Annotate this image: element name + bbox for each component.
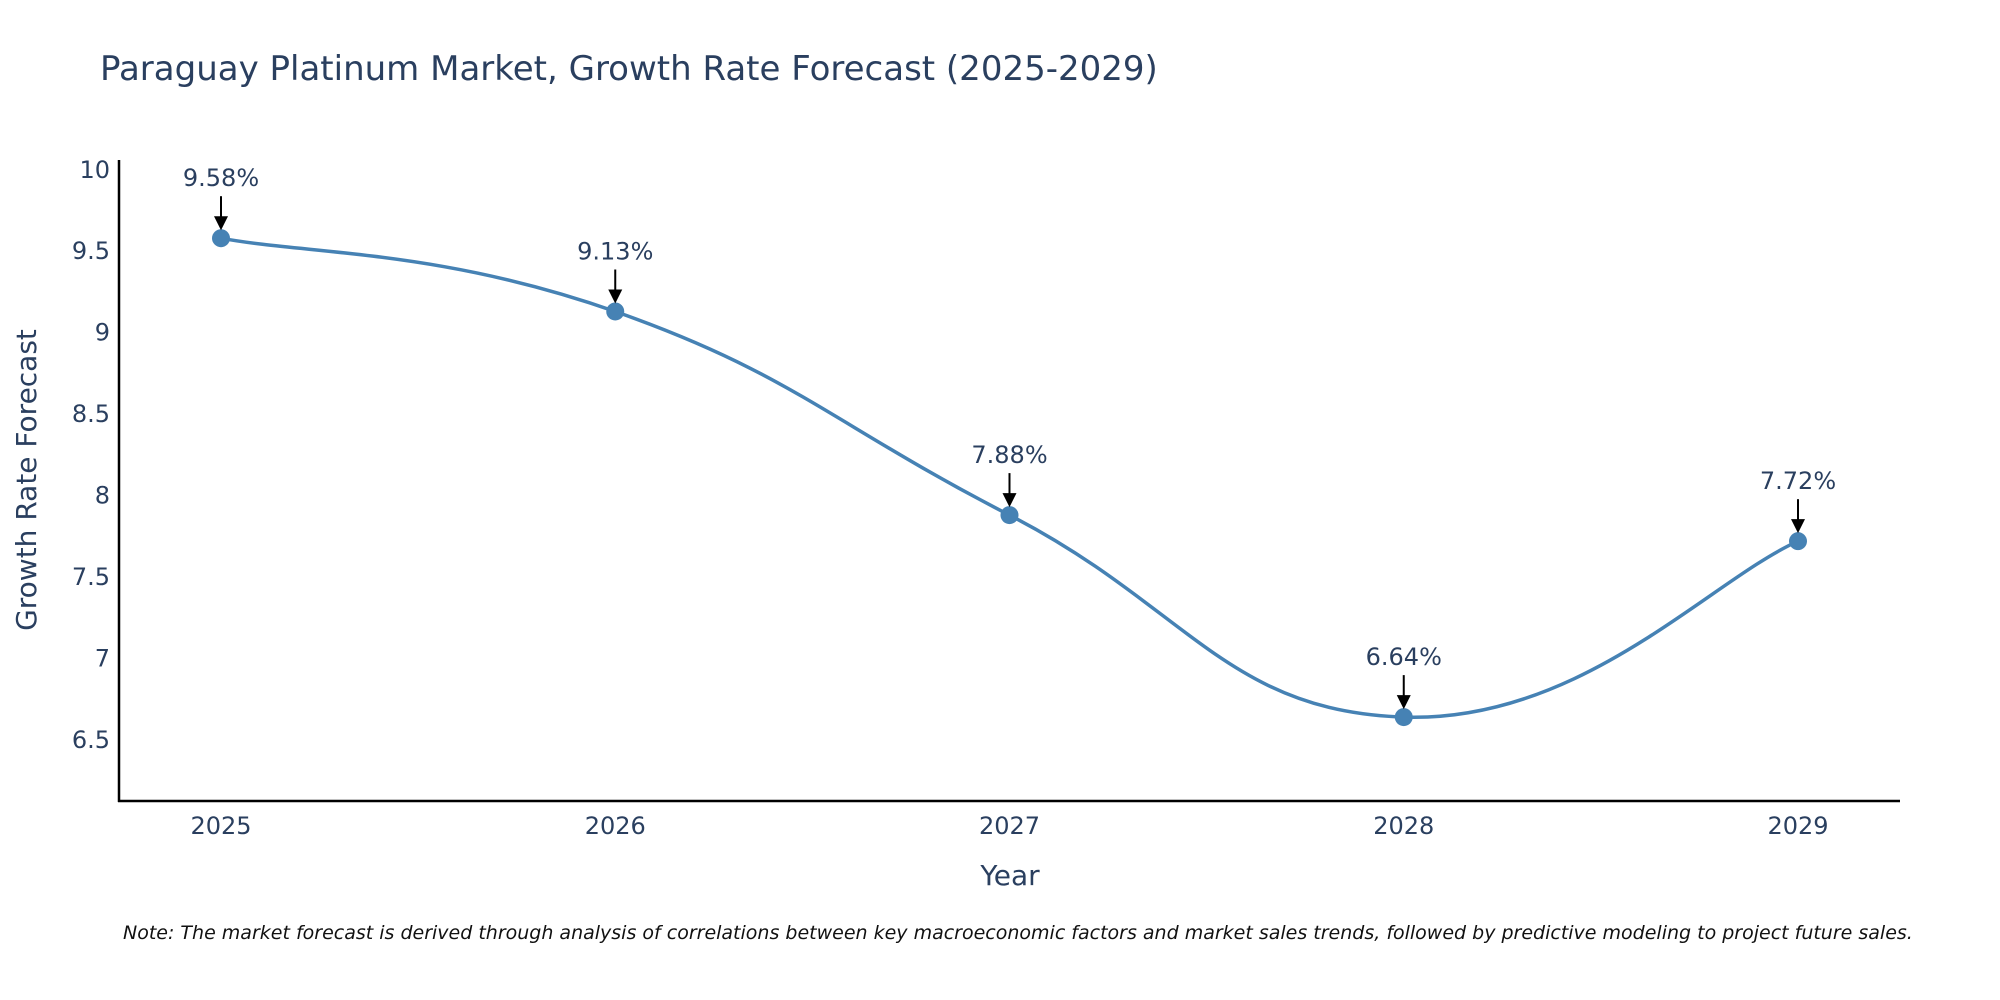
y-tick-label: 8 xyxy=(95,482,110,510)
x-tick-label: 2028 xyxy=(1373,812,1434,840)
data-point xyxy=(1394,708,1413,727)
annotation-arrow-head xyxy=(214,216,228,231)
x-axis-ticks: 2025 2026 2027 2028 2029 xyxy=(190,812,1828,840)
y-tick-label: 7 xyxy=(95,644,110,672)
data-point xyxy=(212,229,230,248)
annotation-arrow-head xyxy=(608,289,623,304)
data-label: 9.13% xyxy=(577,237,653,265)
data-annotations: 9.58% 9.13% 7.88% 6.64% 7.72% xyxy=(183,164,1836,710)
y-tick-label: 10 xyxy=(79,156,110,184)
data-label: 7.72% xyxy=(1760,467,1836,495)
x-tick-label: 2027 xyxy=(979,812,1040,840)
data-label: 7.88% xyxy=(971,441,1047,469)
y-axis-ticks: 6.5 7 7.5 8 8.5 9 9.5 10 xyxy=(72,156,110,754)
chart-title: Paraguay Platinum Market, Growth Rate Fo… xyxy=(100,49,1158,89)
x-tick-label: 2025 xyxy=(190,812,251,840)
y-tick-label: 6.5 xyxy=(72,726,110,754)
data-point xyxy=(606,302,625,321)
y-tick-label: 8.5 xyxy=(72,400,110,428)
annotation-arrow-head xyxy=(1791,519,1805,534)
x-tick-label: 2026 xyxy=(585,812,646,840)
data-point xyxy=(1000,506,1019,525)
x-tick-label: 2029 xyxy=(1767,812,1828,840)
annotation-arrow-head xyxy=(1396,695,1411,710)
x-axis-title: Year xyxy=(979,859,1040,892)
y-tick-label: 9 xyxy=(95,319,110,347)
data-point xyxy=(1789,532,1807,551)
footnote: Note: The market forecast is derived thr… xyxy=(123,922,1913,944)
y-tick-label: 9.5 xyxy=(72,237,110,265)
data-label: 6.64% xyxy=(1366,643,1442,671)
data-label: 9.58% xyxy=(183,164,259,192)
y-axis-title: Growth Rate Forecast xyxy=(10,329,43,631)
annotation-arrow-head xyxy=(1002,493,1017,508)
data-markers xyxy=(212,229,1807,727)
y-tick-label: 7.5 xyxy=(72,563,110,591)
